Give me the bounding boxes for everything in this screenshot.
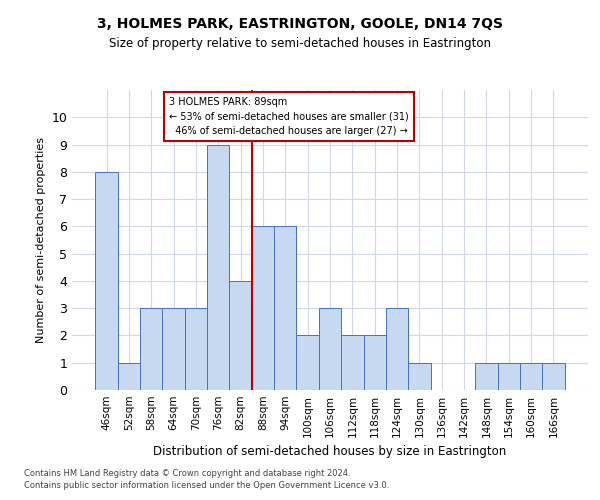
Text: Contains public sector information licensed under the Open Government Licence v3: Contains public sector information licen… bbox=[24, 481, 389, 490]
Bar bbox=[497, 362, 520, 390]
Bar bbox=[520, 362, 542, 390]
Text: Size of property relative to semi-detached houses in Eastrington: Size of property relative to semi-detach… bbox=[109, 38, 491, 51]
Bar bbox=[341, 336, 364, 390]
Text: 3 HOLMES PARK: 89sqm
← 53% of semi-detached houses are smaller (31)
  46% of sem: 3 HOLMES PARK: 89sqm ← 53% of semi-detac… bbox=[169, 97, 409, 136]
Bar bbox=[185, 308, 207, 390]
Bar bbox=[319, 308, 341, 390]
Bar bbox=[207, 144, 229, 390]
Bar bbox=[475, 362, 497, 390]
Text: Contains HM Land Registry data © Crown copyright and database right 2024.: Contains HM Land Registry data © Crown c… bbox=[24, 468, 350, 477]
Bar bbox=[542, 362, 565, 390]
Bar bbox=[163, 308, 185, 390]
Bar bbox=[140, 308, 163, 390]
Bar bbox=[364, 336, 386, 390]
X-axis label: Distribution of semi-detached houses by size in Eastrington: Distribution of semi-detached houses by … bbox=[154, 446, 506, 458]
Bar bbox=[118, 362, 140, 390]
Bar bbox=[386, 308, 408, 390]
Bar bbox=[296, 336, 319, 390]
Bar bbox=[95, 172, 118, 390]
Text: 3, HOLMES PARK, EASTRINGTON, GOOLE, DN14 7QS: 3, HOLMES PARK, EASTRINGTON, GOOLE, DN14… bbox=[97, 18, 503, 32]
Bar bbox=[274, 226, 296, 390]
Bar bbox=[229, 281, 252, 390]
Bar bbox=[408, 362, 431, 390]
Y-axis label: Number of semi-detached properties: Number of semi-detached properties bbox=[36, 137, 46, 343]
Bar bbox=[252, 226, 274, 390]
